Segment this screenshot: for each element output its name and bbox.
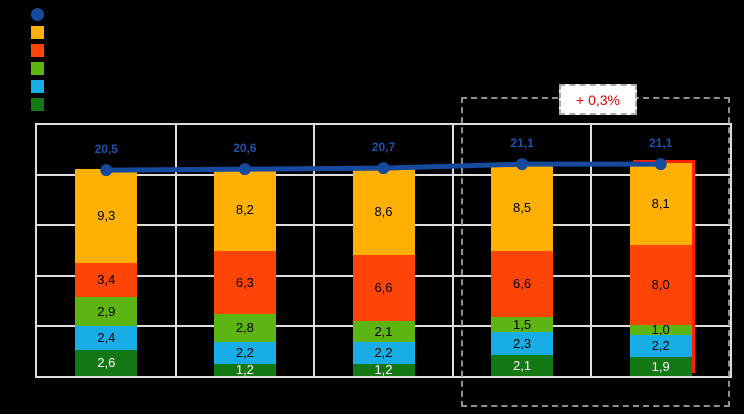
segment-label: 2,6 xyxy=(97,355,116,371)
stacked-bar: 9,3 3,4 2,9 2,4 2,6 xyxy=(75,169,138,376)
segment-label: 6,3 xyxy=(235,274,254,290)
segment-label: 8,0 xyxy=(651,277,670,293)
v-gridline xyxy=(174,125,177,376)
v-gridline xyxy=(313,125,316,376)
segment-amber: 8,6 xyxy=(352,168,415,255)
segment-light-blue: 2,2 xyxy=(629,334,692,357)
segment-label: 6,6 xyxy=(374,280,393,296)
segment-light-blue: 2,2 xyxy=(352,341,415,364)
segment-light-green: 2,8 xyxy=(213,313,276,342)
amber-series-swatch xyxy=(31,26,44,39)
segment-orange-red: 6,3 xyxy=(213,250,276,314)
segment-orange-red: 8,0 xyxy=(629,244,692,325)
trend-point xyxy=(238,163,251,176)
trend-value-label: 21,1 xyxy=(649,136,673,151)
segment-label: 2,8 xyxy=(235,320,254,336)
segment-orange-red: 3,4 xyxy=(75,262,138,297)
segment-label: 9,3 xyxy=(97,208,116,224)
trend-point xyxy=(377,162,390,175)
segment-light-blue: 2,3 xyxy=(491,331,554,355)
segment-amber: 8,5 xyxy=(491,165,554,251)
segment-dark-green: 1,2 xyxy=(352,362,415,378)
trend-line-svg xyxy=(100,158,667,177)
segment-label: 2,1 xyxy=(513,357,532,373)
segment-dark-green: 1,9 xyxy=(629,356,692,376)
segment-orange-red: 6,6 xyxy=(352,254,415,321)
segment-light-green: 1,0 xyxy=(629,322,692,338)
orange-red-series-swatch xyxy=(31,44,44,57)
segment-label: 2,2 xyxy=(374,345,393,361)
segment-label: 1,2 xyxy=(235,362,254,378)
dark-green-series-swatch xyxy=(31,98,44,111)
segment-label: 1,5 xyxy=(513,316,532,332)
trend-point xyxy=(654,158,667,171)
segment-label: 8,5 xyxy=(513,200,532,216)
light-blue-series-swatch xyxy=(31,80,44,93)
segment-label: 6,6 xyxy=(513,276,532,292)
segment-label: 2,1 xyxy=(374,323,393,339)
segment-orange-red: 6,6 xyxy=(491,250,554,317)
segment-amber: 8,2 xyxy=(213,168,276,251)
chart-plot: 9,3 3,4 2,9 2,4 2,6 8,2 6,3 2,8 2,2 1,2 8,6 6,6 2,1 2… xyxy=(35,123,732,378)
segment-label: 8,6 xyxy=(374,203,393,219)
v-gridline xyxy=(451,125,454,376)
segment-amber: 9,3 xyxy=(75,169,138,263)
segment-light-blue: 2,4 xyxy=(75,325,138,350)
trend-value-label: 21,1 xyxy=(510,136,534,151)
line-series-marker-swatch xyxy=(31,8,44,21)
segment-dark-green: 2,1 xyxy=(491,354,554,376)
segment-label: 2,4 xyxy=(97,330,116,346)
legend xyxy=(31,8,44,111)
trend-value-label: 20,5 xyxy=(94,142,118,157)
light-green-series-swatch xyxy=(31,62,44,75)
segment-label: 1,9 xyxy=(651,358,670,374)
segment-label: 1,0 xyxy=(651,322,670,338)
segment-dark-green: 1,2 xyxy=(213,362,276,378)
segment-dark-green: 2,6 xyxy=(75,349,138,376)
segment-label: 2,3 xyxy=(513,335,532,351)
segment-label: 3,4 xyxy=(97,272,116,288)
segment-amber: 8,1 xyxy=(629,163,692,245)
segment-label: 2,9 xyxy=(97,303,116,319)
annotation-box: + 0,3% xyxy=(559,84,637,115)
stacked-bar: 8,2 6,3 2,8 2,2 1,2 xyxy=(213,168,276,378)
stacked-bar: 8,6 6,6 2,1 2,2 1,2 xyxy=(352,168,415,378)
annotation-label: + 0,3% xyxy=(576,91,620,108)
v-gridline xyxy=(590,125,593,376)
segment-label: 8,2 xyxy=(235,201,254,217)
highlight-dashed-box xyxy=(461,97,730,407)
segment-light-green: 1,5 xyxy=(491,316,554,332)
segment-light-blue: 2,2 xyxy=(213,341,276,364)
stacked-bar: 8,5 6,6 1,5 2,3 2,1 xyxy=(491,165,554,376)
trend-value-label: 20,6 xyxy=(233,141,257,156)
trend-value-label: 20,7 xyxy=(371,140,396,155)
trend-point xyxy=(100,164,113,177)
segment-light-green: 2,9 xyxy=(75,296,138,326)
stacked-bar: 8,1 8,0 1,0 2,2 1,9 xyxy=(629,163,692,376)
segment-light-green: 2,1 xyxy=(352,320,415,342)
bars-layer: 9,3 3,4 2,9 2,4 2,6 8,2 6,3 2,8 2,2 1,2 8,6 6,6 2,1 2… xyxy=(37,125,730,376)
segment-label: 2,2 xyxy=(235,345,254,361)
segment-label: 8,1 xyxy=(651,196,670,212)
segment-label: 1,2 xyxy=(374,362,393,378)
trend-point xyxy=(516,158,529,171)
segment-label: 2,2 xyxy=(651,338,670,354)
